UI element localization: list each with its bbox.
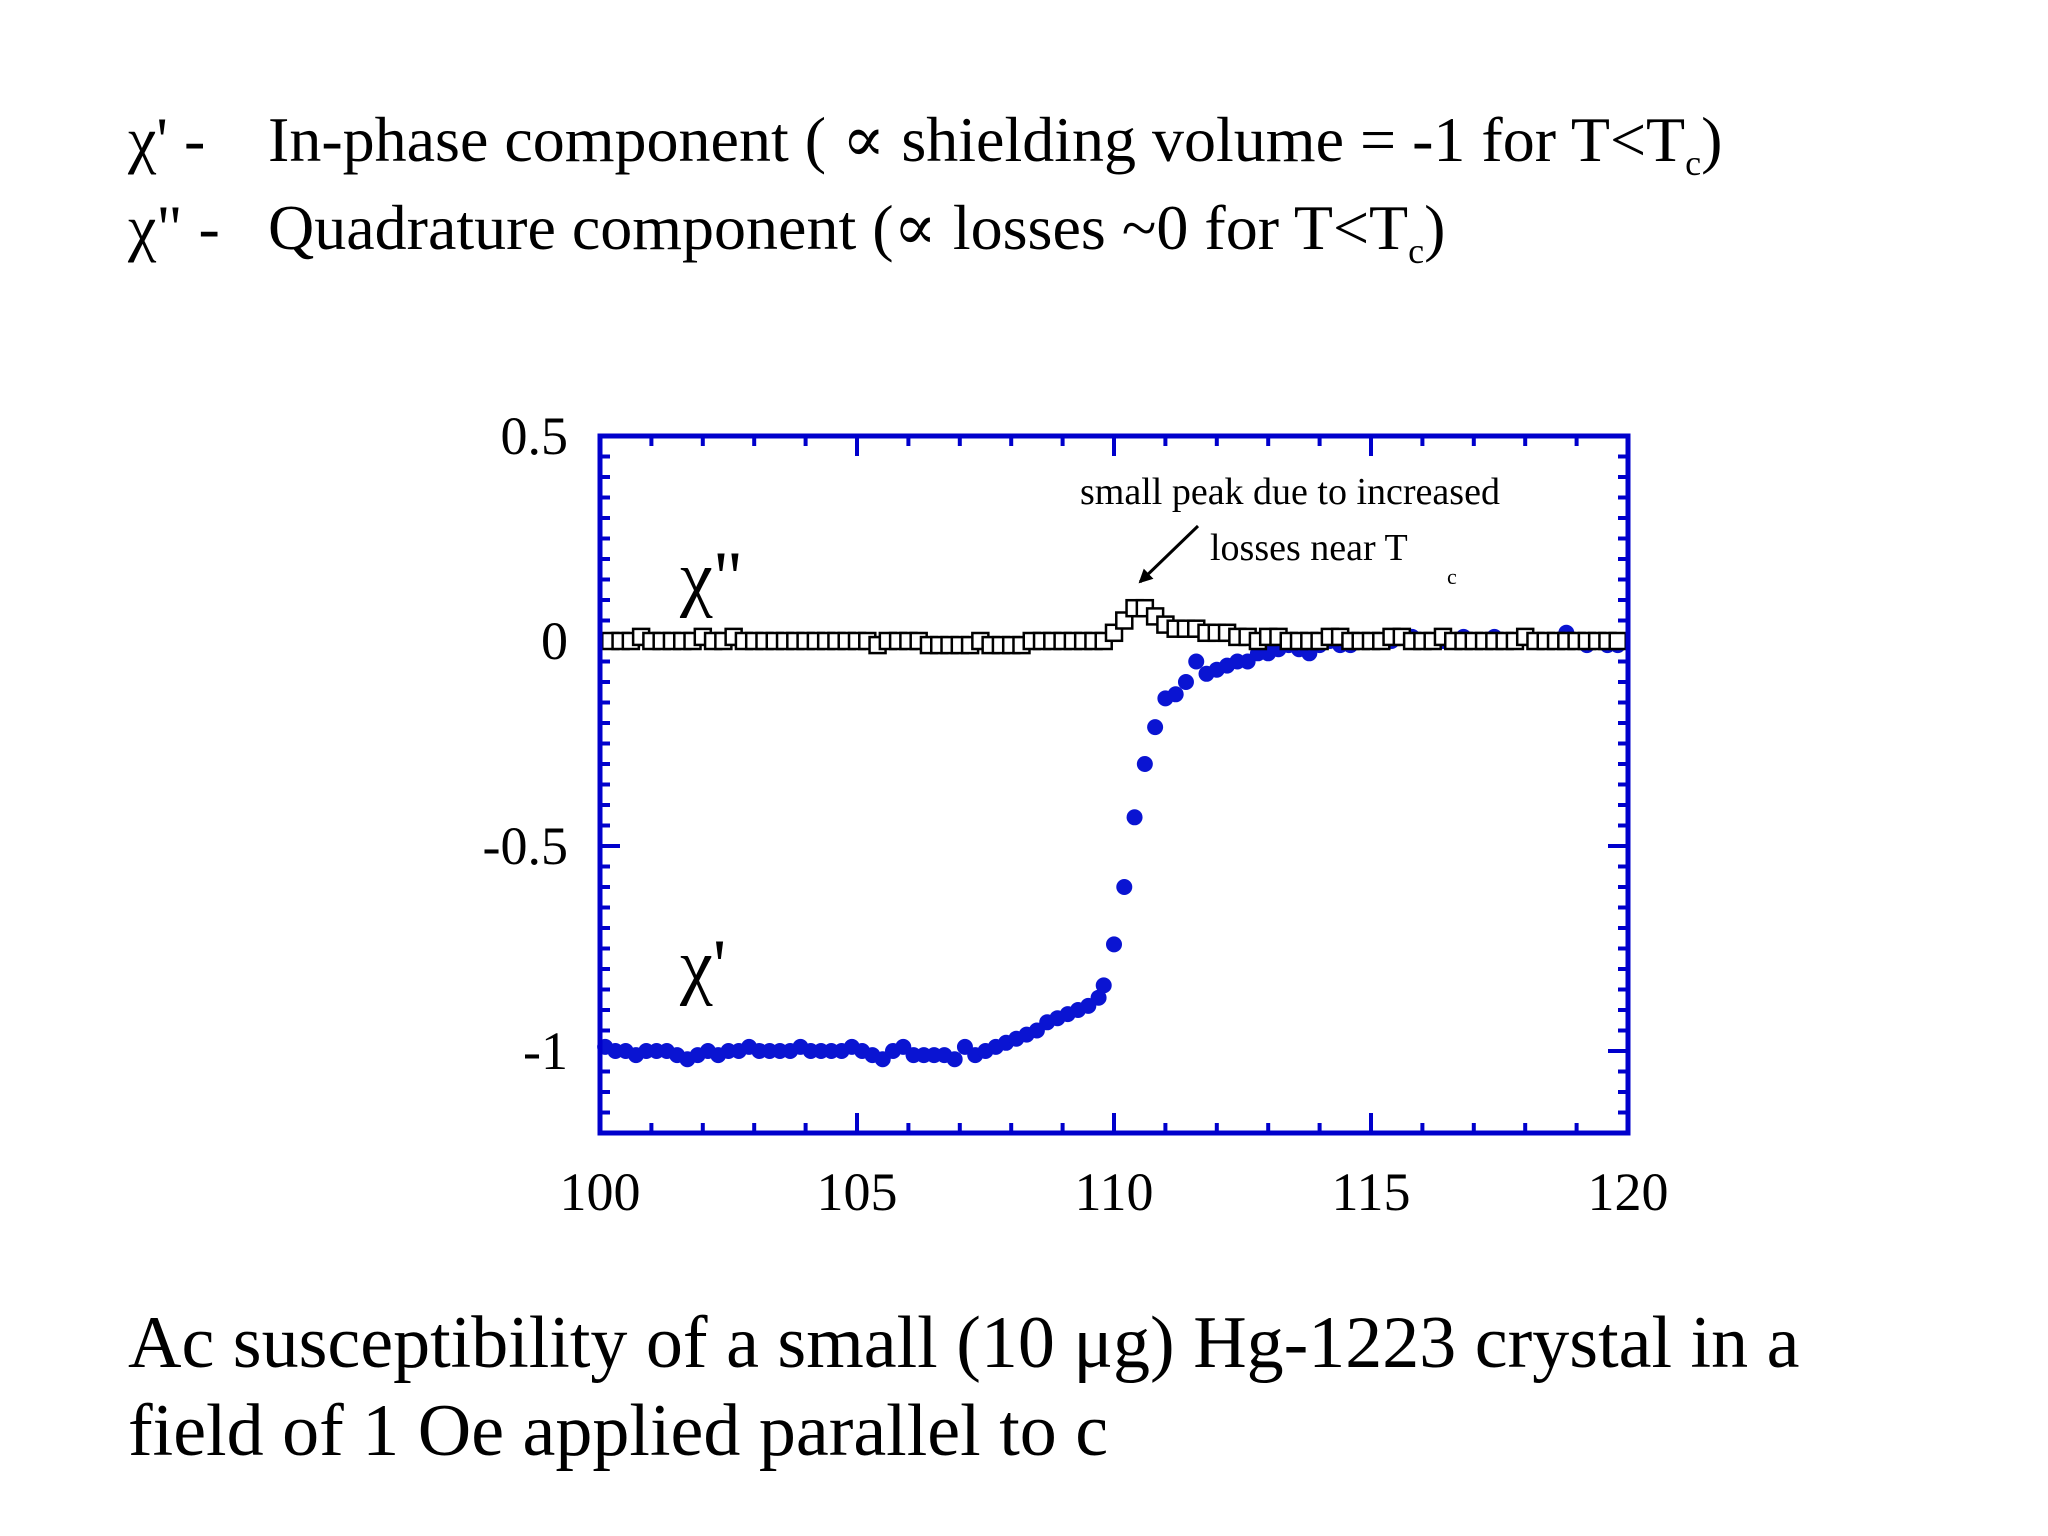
chi-double-prime-sub: c [1408,230,1425,271]
chi-prime-point [1090,989,1107,1006]
chi-prime-point [1126,809,1143,826]
y-tick-label: 0 [541,611,568,671]
chi-double-prime-close: ) [1424,192,1446,263]
axis-ticks [598,434,1630,1135]
x-tick-labels: 100 105 110 115 120 [560,1162,1669,1222]
y-tick-label: -0.5 [483,816,568,876]
chi-prime-sub: c [1685,142,1702,183]
chi-prime-point [1106,936,1122,953]
chi-prime-label: χ' [679,925,726,1007]
y-tick-label: 0.5 [501,406,569,466]
chi-prime-point [1116,879,1133,895]
caption-line-2: field of 1 Oe applied parallel to c [128,1390,1109,1472]
annotation-arrow [1138,524,1200,584]
chi-prime-point [1136,756,1153,772]
chi-prime-point [1095,977,1112,994]
chi-double-prime-point [1608,631,1627,651]
annotation-sub: c [1447,564,1457,589]
chi-prime-point [1167,686,1184,703]
annotation-line1: small peak due to increased [1080,471,1500,513]
chi-prime-point [1188,653,1205,670]
annotation-line2: losses near T [1210,527,1408,569]
chi-double-prime-symbol: χ" - [128,192,220,263]
x-tick-label: 120 [1588,1162,1669,1222]
plot-frame [597,433,1631,1136]
chi-double-prime-text: Quadrature component (∝ losses ~0 for T<… [268,192,1409,263]
x-tick-label: 115 [1332,1162,1411,1222]
chi-prime-point [946,1051,963,1068]
y-tick-labels: 0.5 0 -0.5 -1 [483,406,568,1081]
x-tick-label: 110 [1075,1162,1154,1222]
chi-prime-text: In-phase component ( ∝ shielding volume … [268,104,1686,175]
chi-double-prime-label: χ" [679,537,743,619]
chi-prime-point [1177,674,1194,690]
series-layer [597,598,1627,1068]
chi-prime-point [1147,719,1164,736]
chi-prime-close: ) [1701,104,1723,175]
chi-double-prime-description: χ" - Quadrature component (∝ losses ~0 fo… [128,196,1445,269]
x-tick-label: 100 [560,1162,641,1222]
chi-prime-description: χ' - In-phase component ( ∝ shielding vol… [128,108,1722,181]
y-tick-label: -1 [523,1021,568,1081]
x-tick-label: 105 [817,1162,898,1222]
chi-prime-symbol: χ' - [128,104,206,175]
caption-line-1: Ac susceptibility of a small (10 μg) Hg-… [128,1302,1800,1384]
